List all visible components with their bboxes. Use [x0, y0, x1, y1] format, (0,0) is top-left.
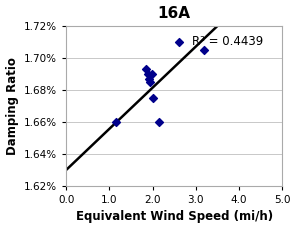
Point [146, 72, 151, 76]
Point [157, 120, 162, 124]
X-axis label: Equivalent Wind Speed (mi/h): Equivalent Wind Speed (mi/h) [76, 210, 273, 224]
Y-axis label: Damping Ratio: Damping Ratio [6, 57, 19, 155]
Text: R² = 0.4439: R² = 0.4439 [192, 35, 263, 48]
Point [202, 48, 207, 52]
Point [148, 80, 153, 84]
Point [176, 40, 181, 44]
Point [149, 72, 154, 76]
Title: 16A: 16A [158, 5, 191, 21]
Point [144, 67, 149, 71]
Point [150, 96, 155, 100]
Point [147, 77, 152, 81]
Point [114, 120, 118, 124]
